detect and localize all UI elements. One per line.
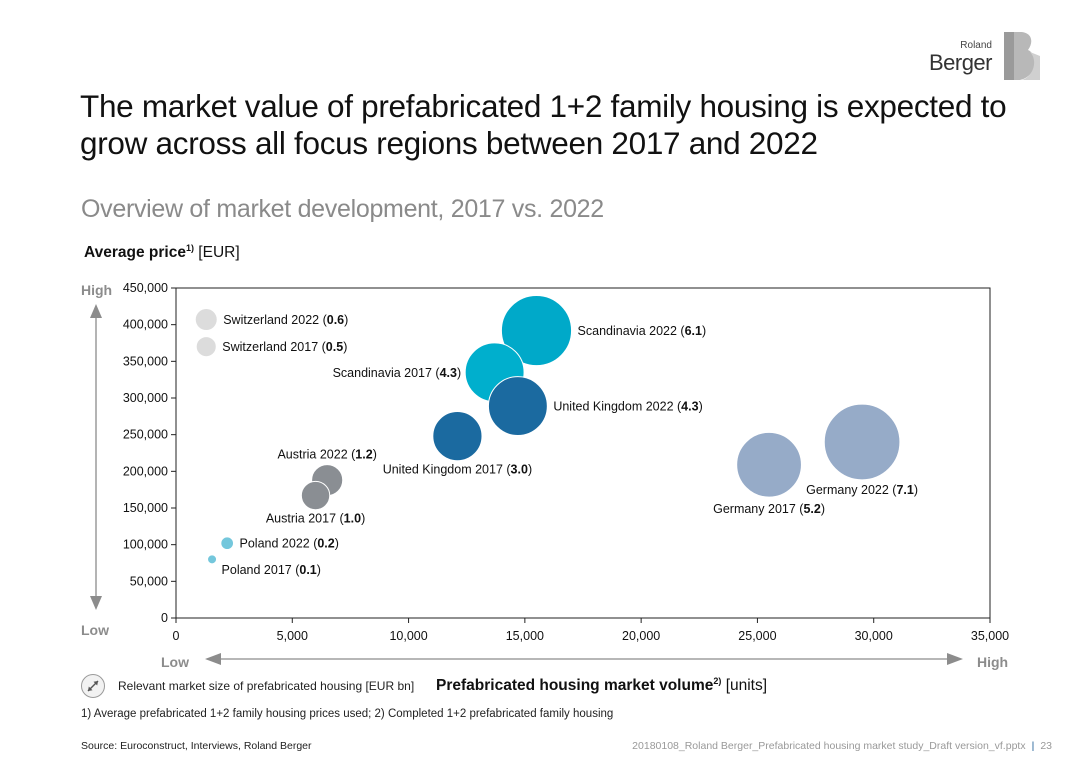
x-tick-label: 5,000 [277, 629, 308, 643]
logo-text-small: Roland [960, 40, 992, 51]
y-axis-title-bold: Average price [84, 244, 186, 262]
x-axis-high-label: High [977, 654, 1008, 670]
bubble-label-scandinavia-2017: Scandinavia 2017 (4.3) [333, 366, 462, 380]
bubble-label-germany-2017: Germany 2017 (5.2) [713, 502, 825, 516]
y-axis-arrow-up-icon [90, 304, 102, 318]
x-tick-label: 25,000 [738, 629, 776, 643]
bubble-label-austria-2022: Austria 2022 (1.2) [277, 448, 376, 462]
bubble-united-kingdom-2022 [487, 376, 548, 437]
file-name: 20180108_Roland Berger_Prefabricated hou… [632, 740, 1026, 752]
source-note: Source: Euroconstruct, Interviews, Rolan… [81, 740, 312, 752]
y-axis-footnote-ref: 1) [185, 243, 194, 253]
bubble-united-kingdom-2017 [432, 411, 483, 462]
y-axis-title: Average price1) [EUR] [84, 243, 240, 262]
y-axis-unit: [EUR] [198, 244, 240, 262]
x-tick-label: 20,000 [622, 629, 660, 643]
y-axis-low-label: Low [81, 622, 109, 638]
logo-b-mark-icon [1004, 32, 1040, 80]
x-tick-label: 15,000 [506, 629, 544, 643]
bubble-label-austria-2017: Austria 2017 (1.0) [266, 512, 365, 526]
bubble-label-united-kingdom-2022: United Kingdom 2022 (4.3) [553, 400, 702, 414]
bubble-switzerland-2017 [195, 336, 217, 358]
y-tick-label: 300,000 [123, 391, 168, 405]
bubble-label-switzerland-2017: Switzerland 2017 (0.5) [222, 340, 347, 354]
x-tick-label: 0 [173, 629, 180, 643]
bubble-label-poland-2022: Poland 2022 (0.2) [240, 537, 339, 551]
legend: Relevant market size of prefabricated ho… [80, 673, 414, 699]
logo-text-big: Berger [928, 50, 993, 75]
x-tick-label: 30,000 [855, 629, 893, 643]
footer-separator: | [1031, 740, 1035, 752]
bubble-poland-2022 [220, 536, 235, 551]
bubble-austria-2017 [300, 480, 331, 511]
roland-berger-logo: Roland Berger [929, 30, 1054, 82]
bubble-label-switzerland-2022: Switzerland 2022 (0.6) [223, 313, 348, 327]
y-axis-arrow-down-icon [90, 596, 102, 610]
bubble-label-scandinavia-2022: Scandinavia 2022 (6.1) [578, 324, 707, 338]
y-tick-label: 400,000 [123, 318, 168, 332]
x-axis-footnote-ref: 2) [713, 676, 722, 686]
bubble-scandinavia-2022 [500, 294, 573, 367]
y-tick-label: 150,000 [123, 501, 168, 515]
y-tick-label: 100,000 [123, 538, 168, 552]
y-tick-label: 450,000 [123, 281, 168, 295]
bubble-germany-2017 [736, 431, 802, 498]
x-axis-arrow-left-icon [205, 653, 221, 665]
y-tick-label: 250,000 [123, 428, 168, 442]
legend-text: Relevant market size of prefabricated ho… [118, 679, 415, 693]
file-info: 20180108_Roland Berger_Prefabricated hou… [632, 740, 1052, 752]
bubble-poland-2017 [207, 554, 218, 565]
y-tick-label: 0 [161, 611, 168, 625]
bubble-germany-2022 [823, 403, 901, 481]
chart-bubble-labels: Switzerland 2022 (0.6) Switzerland 2017 (… [222, 313, 918, 577]
page-number: 23 [1040, 740, 1052, 752]
bubble-switzerland-2022 [194, 308, 218, 332]
x-axis-arrow-right-icon [947, 653, 963, 665]
x-axis-title: Prefabricated housing market volume2) [u… [436, 676, 767, 695]
y-tick-label: 350,000 [123, 354, 168, 368]
slide-subtitle: Overview of market development, 2017 vs.… [81, 195, 604, 223]
plot-frame [175, 287, 991, 619]
y-tick-label: 200,000 [123, 464, 168, 478]
slide-title: The market value of prefabricated 1+2 fa… [80, 88, 1007, 161]
x-tick-label: 35,000 [971, 629, 1009, 643]
x-axis-title-bold: Prefabricated housing market volume [436, 677, 714, 695]
footnote: 1) Average prefabricated 1+2 family hous… [81, 708, 614, 720]
bubble-label-germany-2022: Germany 2022 (7.1) [806, 483, 918, 497]
bubble-size-legend-icon [81, 674, 105, 698]
bubble-label-united-kingdom-2017: United Kingdom 2017 (3.0) [383, 463, 532, 477]
x-axis-unit: [units] [725, 677, 768, 695]
bubble-label-poland-2017: Poland 2017 (0.1) [222, 563, 321, 577]
chart-ticks: 0 50,000 100,000 150,000 200,000 250,000 300,0… [81, 281, 1009, 670]
y-axis-high-label: High [81, 282, 112, 298]
y-tick-label: 50,000 [130, 574, 168, 588]
x-tick-label: 10,000 [389, 629, 427, 643]
chart-bubbles [194, 294, 901, 565]
x-axis-low-label: Low [161, 654, 189, 670]
